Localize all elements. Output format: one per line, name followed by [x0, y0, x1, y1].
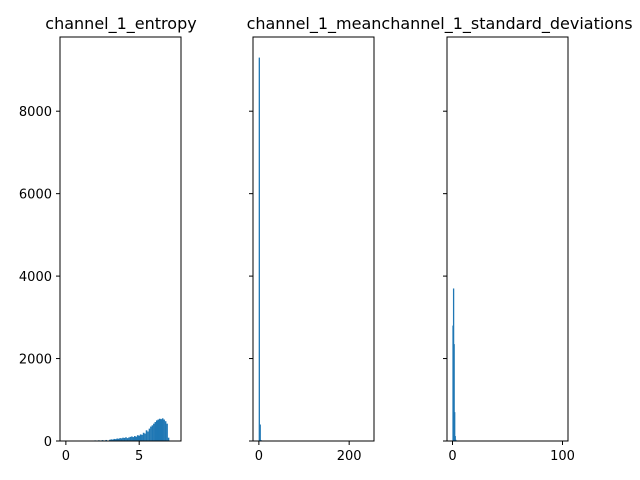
y-ticks [249, 110, 253, 442]
histogram-bar [123, 437, 126, 441]
histogram-bar [161, 418, 164, 441]
histogram-bar [157, 419, 160, 441]
x-tick-label: 5 [135, 449, 143, 464]
histogram-bar [158, 418, 161, 441]
y-tick-label: 0 [44, 435, 52, 450]
y-ticks: 0 2000 4000 6000 8000 [19, 105, 60, 450]
subplot-mean: channel_1_mean 0 200 [247, 14, 382, 464]
bars-entropy [87, 418, 170, 441]
histogram-bar [151, 425, 154, 441]
axes-frame [59, 36, 182, 442]
histogram-bar [125, 437, 127, 441]
x-tick-label: 0 [62, 449, 70, 464]
histogram-bar [113, 438, 116, 441]
histogram-bar [454, 412, 456, 441]
histogram-bar [135, 436, 138, 441]
y-tick-label: 8000 [19, 105, 52, 120]
y-ticks [443, 110, 447, 442]
histogram-bar [163, 419, 165, 441]
histogram-bar [145, 430, 148, 441]
histogram-bar [128, 437, 130, 441]
subplot-standard-deviations: channel_1_standard_deviations 0 100 [381, 14, 632, 464]
histogram-bar [114, 439, 117, 441]
histogram-bar [126, 438, 129, 441]
histogram-bar [132, 437, 135, 441]
histogram-bar [105, 439, 107, 441]
x-tick-label: 200 [337, 449, 362, 464]
histogram-bar [259, 424, 261, 441]
histogram-bar [139, 434, 142, 441]
histogram-bar [116, 438, 118, 441]
histogram-bar [141, 434, 143, 441]
x-ticks: 0 100 [448, 441, 575, 464]
x-tick-label: 0 [255, 449, 263, 464]
histogram-bar [109, 439, 111, 441]
histogram-bar [455, 439, 457, 441]
histogram-bar [156, 420, 158, 441]
histogram-bar [117, 438, 120, 441]
histogram-bar [131, 436, 133, 441]
histogram-bar [154, 422, 157, 441]
histogram-bar [166, 423, 168, 441]
histogram-bar [258, 57, 260, 441]
histogram-bar [453, 344, 455, 441]
histogram-bar [134, 436, 136, 441]
bars-mean [258, 57, 262, 441]
y-tick-label: 4000 [19, 270, 52, 285]
histogram-bar [138, 435, 140, 441]
histogram-bar [136, 435, 139, 441]
histogram-bar [150, 426, 152, 441]
bars-standard-deviations [452, 288, 457, 441]
histogram-bar [160, 419, 162, 441]
x-tick-label: 0 [448, 449, 456, 464]
histogram-bar [147, 431, 149, 441]
subplot-title: channel_1_mean [247, 14, 382, 34]
subplot-title: channel_1_standard_deviations [381, 14, 632, 34]
y-tick-label: 6000 [19, 188, 52, 203]
histogram-bar [112, 439, 114, 441]
histogram-bar [142, 432, 145, 441]
histogram-bar [148, 428, 151, 441]
subplot-title: channel_1_entropy [45, 14, 196, 34]
histogram-bar [164, 421, 167, 441]
y-tick-label: 2000 [19, 353, 52, 368]
x-ticks: 0 200 [255, 441, 362, 464]
histogram-bar [122, 437, 124, 441]
histogram-bar [120, 438, 123, 441]
histogram-bar [454, 436, 456, 441]
histogram-bar [144, 433, 146, 441]
histogram-bar [129, 436, 132, 441]
axes-frame [446, 36, 569, 442]
histogram-bar [153, 423, 155, 441]
histogram-bar [167, 437, 170, 441]
x-tick-label: 100 [550, 449, 575, 464]
axes-frame [252, 36, 375, 442]
histogram-bar [110, 439, 113, 441]
histogram-bar [119, 438, 121, 441]
